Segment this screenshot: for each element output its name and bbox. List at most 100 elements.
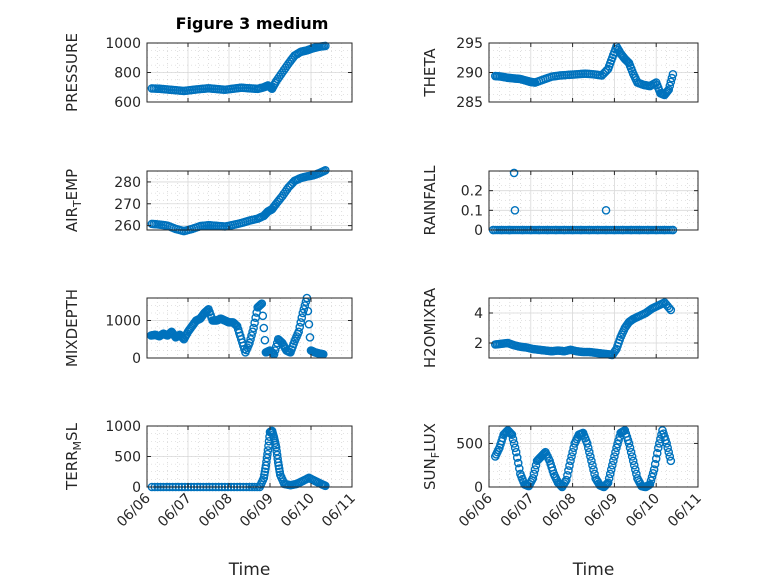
data-point bbox=[667, 73, 677, 83]
data-point bbox=[586, 452, 595, 461]
data-point bbox=[645, 480, 655, 489]
axis-frame bbox=[146, 297, 353, 359]
x-tick-label: 06/11 bbox=[319, 491, 359, 531]
x-tick-label: 06/08 bbox=[196, 491, 236, 531]
data-point bbox=[582, 439, 592, 448]
x-tick-label: 06/06 bbox=[114, 490, 154, 530]
data-point bbox=[564, 466, 573, 475]
data-point bbox=[256, 300, 266, 309]
data-point bbox=[567, 452, 576, 461]
ylabel-1: THETA bbox=[421, 48, 439, 98]
data-point bbox=[666, 305, 676, 315]
ylabel-3: RAINFALL bbox=[421, 165, 439, 236]
data-point bbox=[603, 478, 613, 487]
data-point bbox=[664, 447, 674, 457]
y-tick-label: 1000 bbox=[105, 314, 141, 330]
data-point bbox=[321, 481, 330, 491]
data-point bbox=[652, 448, 662, 458]
x-tick-label: 06/08 bbox=[540, 491, 580, 531]
data-point bbox=[651, 454, 661, 463]
data-point bbox=[608, 460, 617, 470]
data-point bbox=[611, 447, 620, 457]
y-tick-label: 0 bbox=[474, 223, 483, 239]
series bbox=[490, 42, 678, 100]
axis-frame bbox=[488, 425, 699, 488]
data-point bbox=[508, 434, 518, 444]
subplot-mixdepth: 0 1000 MIXDEPTH bbox=[63, 289, 353, 367]
x-tick-label: 06/07 bbox=[155, 491, 195, 531]
data-point bbox=[260, 470, 269, 480]
data-point bbox=[609, 456, 618, 466]
data-point bbox=[664, 303, 674, 313]
data-point bbox=[539, 450, 548, 459]
data-point bbox=[257, 299, 267, 308]
data-point bbox=[296, 318, 306, 327]
data-point bbox=[562, 475, 571, 485]
data-point bbox=[507, 430, 517, 440]
series bbox=[146, 293, 328, 359]
x-tick-label: 06/10 bbox=[623, 491, 663, 531]
data-point bbox=[565, 461, 574, 470]
data-point bbox=[510, 443, 520, 453]
data-point bbox=[646, 476, 656, 485]
ylabel-7: SUNFLUX bbox=[421, 423, 442, 490]
data-point bbox=[628, 456, 638, 466]
ylabel-2: AIRTEMP bbox=[63, 169, 84, 232]
data-point bbox=[247, 331, 256, 340]
y-tick-label: 500 bbox=[456, 436, 483, 452]
subplot-air-temp: 260 270 280 AIRTEMP bbox=[63, 166, 353, 236]
subplot-sun-flux: 0 500 06/06 06/07 06/08 06/09 06/10 06/11 SUNFLU… bbox=[421, 423, 705, 580]
data-point bbox=[588, 460, 597, 470]
data-point bbox=[663, 443, 673, 453]
x-tick-label: 06/10 bbox=[278, 491, 318, 531]
y-tick-label: 4 bbox=[474, 306, 483, 322]
data-point bbox=[648, 468, 658, 478]
data-point bbox=[275, 467, 285, 477]
data-point bbox=[248, 327, 257, 337]
subplot-terr-msl: 0 500 1000 06/06 06/07 06/08 06/09 06/10 06/11 TE… bbox=[63, 419, 359, 580]
data-point bbox=[245, 338, 254, 348]
data-point bbox=[273, 458, 283, 467]
y-tick-label: 0 bbox=[132, 351, 141, 367]
data-point bbox=[566, 456, 575, 466]
data-point bbox=[568, 447, 577, 457]
data-point bbox=[627, 452, 637, 461]
data-point bbox=[255, 301, 265, 310]
series bbox=[490, 426, 676, 492]
y-tick-label: 1000 bbox=[105, 36, 141, 52]
data-point bbox=[631, 465, 640, 474]
x-tick-label: 06/09 bbox=[237, 491, 277, 531]
y-tick-label: 285 bbox=[456, 95, 483, 111]
y-tick-label: 2 bbox=[474, 336, 483, 352]
data-point bbox=[259, 473, 269, 483]
x-tick-label: 06/09 bbox=[581, 491, 621, 531]
data-point bbox=[587, 456, 596, 466]
data-point bbox=[665, 81, 675, 91]
subplot-h2omixra: 2 4 H2OMIXRA bbox=[421, 287, 699, 368]
data-point bbox=[321, 41, 330, 51]
data-point bbox=[259, 323, 269, 333]
data-point bbox=[668, 69, 678, 79]
ylabel-5: H2OMIXRA bbox=[421, 287, 439, 368]
data-point bbox=[263, 449, 272, 459]
y-tick-label: 295 bbox=[456, 36, 483, 52]
data-point bbox=[270, 346, 280, 355]
data-point bbox=[297, 313, 307, 322]
y-tick-label: 290 bbox=[456, 66, 483, 82]
data-point bbox=[295, 322, 305, 332]
data-point bbox=[653, 443, 663, 453]
data-point bbox=[274, 461, 284, 470]
axis-frame bbox=[488, 170, 699, 231]
y-tick-label: 500 bbox=[114, 450, 141, 466]
data-point bbox=[666, 77, 676, 87]
data-point bbox=[258, 311, 268, 321]
y-tick-label: 260 bbox=[114, 219, 141, 235]
data-point bbox=[321, 166, 330, 175]
y-tick-label: 0.1 bbox=[461, 203, 483, 219]
figure-title: Figure 3 medium bbox=[176, 14, 329, 33]
data-point bbox=[509, 168, 519, 178]
data-point bbox=[506, 429, 516, 438]
data-point bbox=[629, 460, 639, 470]
data-point bbox=[165, 329, 174, 338]
x-tick-label: 06/07 bbox=[498, 491, 538, 531]
